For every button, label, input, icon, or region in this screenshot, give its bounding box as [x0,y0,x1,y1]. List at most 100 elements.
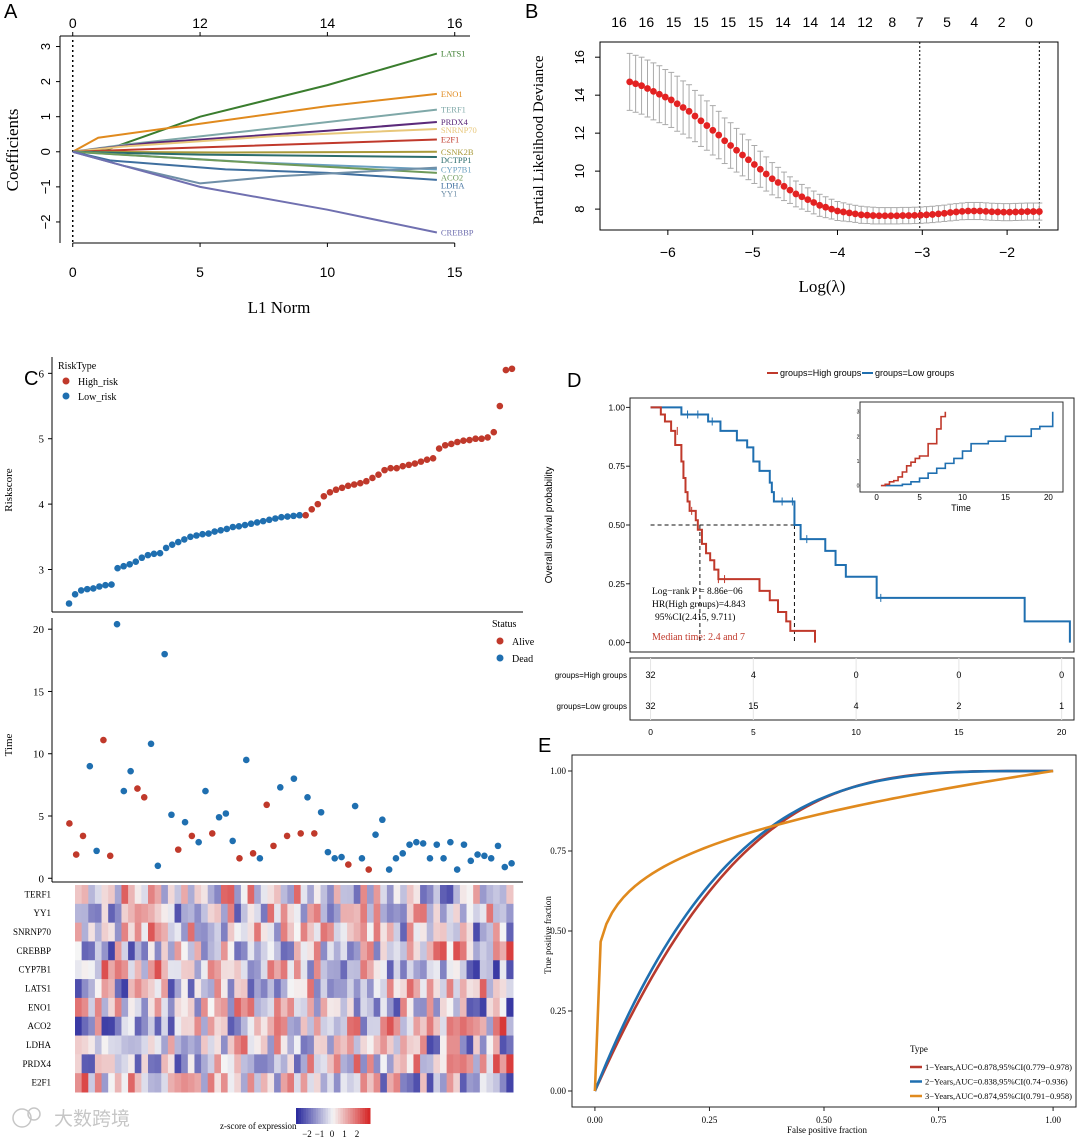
heatmap-cell [227,903,235,924]
inset-y-tick-label: 2 [857,434,860,440]
panel-a-top-tick-label: 16 [447,15,463,31]
heatmap-cell [406,941,414,961]
coef-label-crebbp: CREBBP [441,227,474,237]
panel-b-top-tick-label: 4 [970,14,978,30]
heatmap-cell [101,1054,109,1074]
heatmap-cell [280,903,288,924]
heatmap-cell [506,997,514,1018]
risk-table-cell: 4 [854,701,859,711]
heatmap-cell [134,941,142,961]
heatmap-cell [446,1016,454,1037]
heatmap-cell [400,941,408,961]
heatmap-cell [420,1073,428,1093]
heatmap-cell [201,1073,209,1093]
heatmap-cell [194,1016,202,1037]
heatmap-cell [466,960,474,980]
time-point-dead [222,810,230,817]
heatmap-cell [373,979,381,999]
heatmap-cell [181,903,189,924]
heatmap-cell [154,979,162,999]
time-point-dead [161,650,168,658]
roc-legend-label: 3−Years,AUC=0.874,95%CI(0.791−0.958) [925,1091,1072,1101]
heatmap-cell [440,1073,448,1093]
heatmap-cell [187,941,195,961]
riskscore-point-high [423,456,431,463]
heatmap-cell [426,903,434,924]
heatmap-cell [234,997,242,1018]
heatmap-cell [426,1054,434,1074]
heatmap-cell [247,941,255,961]
time-point-alive [140,794,148,801]
heatmap-legend-swatch [320,1108,324,1124]
riskscore-point-high [417,458,425,465]
heatmap-cell [367,1054,375,1074]
heatmap-cell [161,997,169,1018]
heatmap-cell [280,997,288,1018]
deviance-point [905,212,913,219]
coef-label-yy1: YY1 [441,188,458,198]
heatmap-cell [446,960,454,980]
riskscore-point-low [150,550,158,558]
deviance-point [822,203,830,211]
heatmap-cell [154,1035,162,1055]
inset-x-tick-label: 15 [1001,493,1010,502]
heatmap-cell [499,922,507,942]
time-point-dead [453,866,461,873]
time-point-dead [304,794,311,801]
heatmap-cell [88,903,96,924]
watermark-logo-icon [12,1108,32,1128]
heatmap-cell [446,997,454,1018]
heatmap-cell [114,885,122,905]
deviance-point [632,80,640,88]
riskscore-point-low [144,551,152,559]
risk-table-cell: 32 [646,670,656,680]
panel-e-y-tick-label: 1.00 [550,766,566,776]
heatmap-cell [207,1016,215,1037]
heatmap-cell [473,903,481,924]
heatmap-cell [386,997,395,1018]
heatmap-row-label: LDHA [26,1040,51,1050]
heatmap-cell [347,885,355,905]
heatmap-cell [473,941,481,961]
heatmap-cell [393,1073,401,1093]
heatmap-cell [214,960,222,980]
time-point-dead [324,848,332,856]
heatmap-cell [493,885,501,905]
heatmap-cell [81,922,89,942]
time-point-dead [494,842,502,850]
riskscore-point-high [393,464,400,472]
heatmap-cell [333,903,341,924]
deviance-point [887,212,895,220]
heatmap-cell [94,997,103,1018]
riskscore-point-low [253,519,261,526]
heatmap-cell [294,922,302,942]
heatmap-cell [128,941,136,961]
heatmap-cell [426,885,434,905]
heatmap-cell [400,979,408,999]
heatmap-cell [459,1054,468,1074]
heatmap-cell [386,941,395,961]
deviance-point [685,107,693,115]
time-point-alive [297,830,305,837]
heatmap-cell [221,960,229,980]
heatmap-cell [367,1016,375,1037]
heatmap-cell [327,997,335,1018]
panel-a-x-tick-label: 0 [69,264,77,280]
heatmap-legend-swatch [315,1108,319,1124]
heatmap-cell [254,979,262,999]
heatmap-cell [128,997,136,1018]
heatmap-cell [267,922,275,942]
heatmap-cell [174,903,182,924]
heatmap-cell [167,903,176,924]
heatmap-cell [446,941,454,961]
deviance-point [1035,208,1043,215]
heatmap-cell [433,885,441,905]
heatmap-cell [167,885,176,905]
heatmap-cell [433,1054,441,1074]
heatmap-cell [347,997,355,1018]
heatmap-cell [161,1016,169,1037]
heatmap-cell [393,922,401,942]
heatmap-cell [167,1054,176,1074]
heatmap-cell [360,1035,368,1055]
inset-hazard-high-groups [880,411,947,487]
